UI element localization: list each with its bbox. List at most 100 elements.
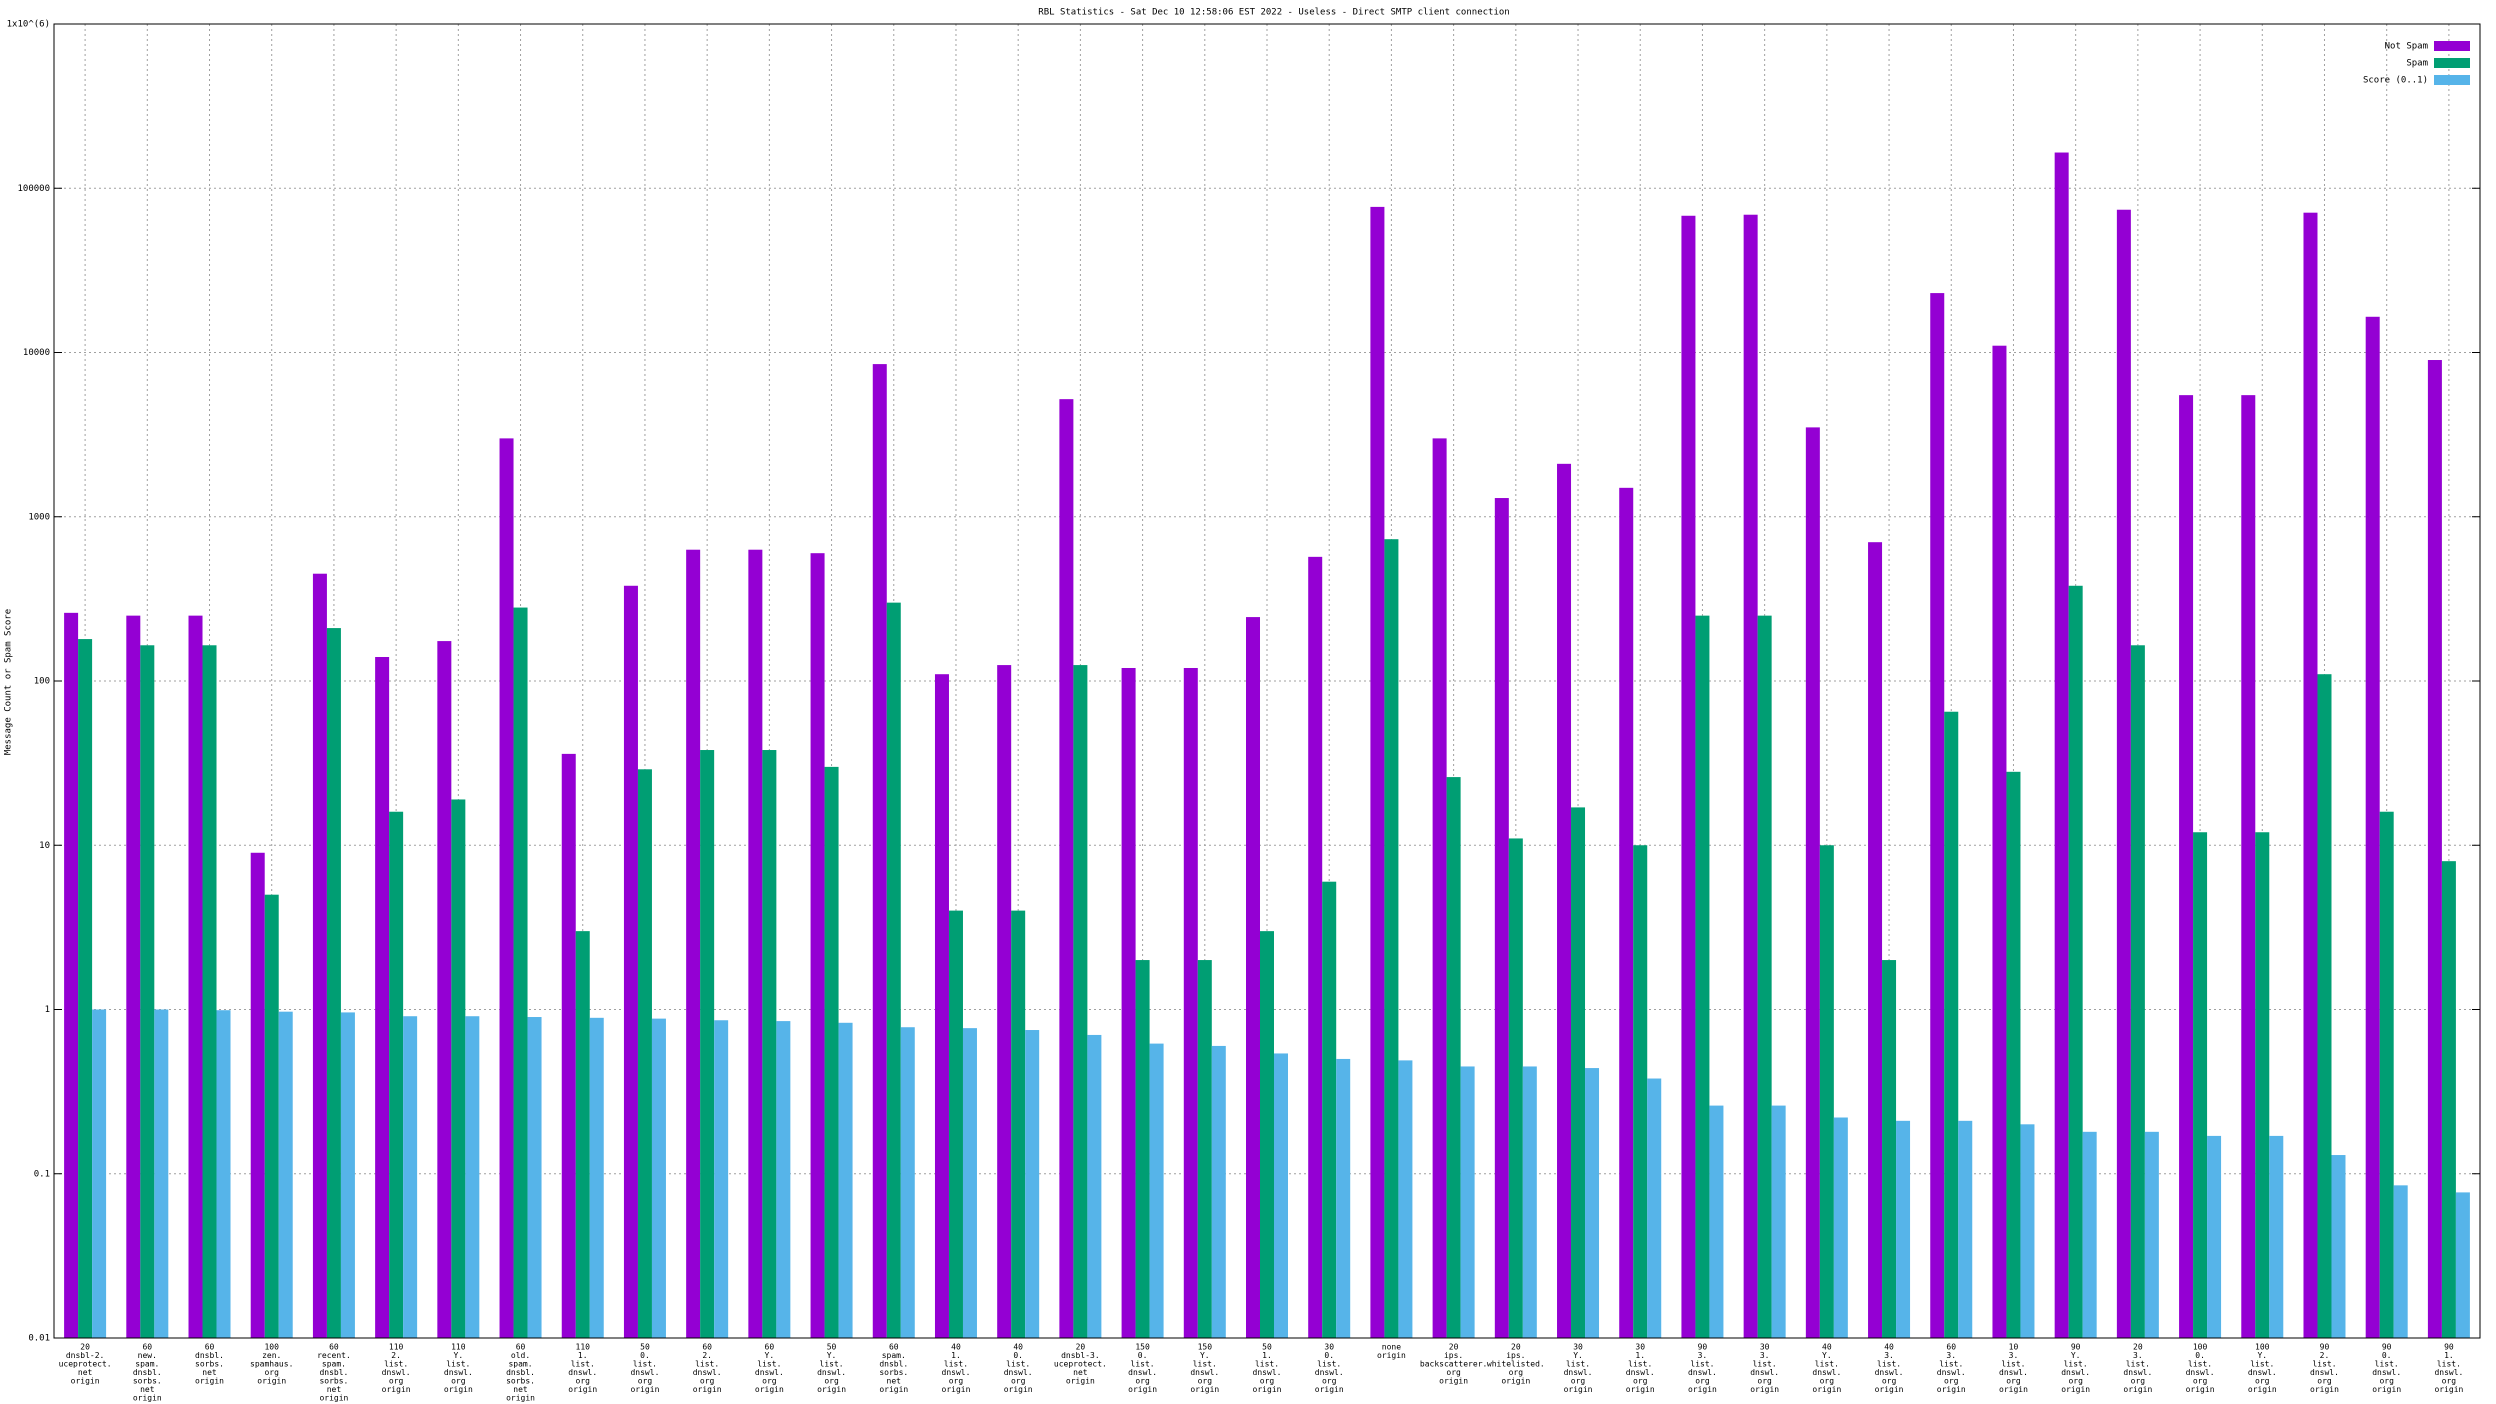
x-tick-label: 60: [205, 1343, 215, 1352]
x-tick-label: dnswl.: [2123, 1368, 2152, 1377]
x-tick-label: 110: [576, 1343, 591, 1352]
bar: [1322, 881, 1337, 1338]
bar: [1522, 1066, 1537, 1338]
bar: [202, 645, 217, 1338]
bar: [451, 799, 466, 1338]
x-tick-label: origin: [2434, 1385, 2463, 1394]
bar: [1336, 1058, 1351, 1338]
bar: [2241, 395, 2256, 1339]
x-tick-label: dnswl.: [1315, 1368, 1344, 1377]
bar: [1432, 438, 1447, 1339]
bar: [340, 1012, 355, 1338]
x-tick-label: org: [1198, 1377, 1213, 1386]
x-tick-label: list.: [1815, 1360, 1839, 1369]
bar: [140, 645, 155, 1338]
x-tick-label: dnswl.: [817, 1368, 846, 1377]
bar: [1619, 487, 1634, 1338]
x-tick-label: list.: [633, 1360, 657, 1369]
x-tick-label: uceprotect.: [59, 1360, 112, 1369]
x-tick-label: Y.: [2257, 1351, 2267, 1360]
x-tick-label: dnswl.: [755, 1368, 784, 1377]
bar: [623, 585, 638, 1338]
x-tick-label: 3.: [1884, 1351, 1894, 1360]
x-tick-label: origin: [382, 1385, 411, 1394]
x-tick-label: dnswl.: [2186, 1368, 2215, 1377]
x-tick-label: dnswl.: [444, 1368, 473, 1377]
bar: [2365, 316, 2380, 1338]
x-tick-label: origin: [506, 1394, 535, 1403]
bar: [499, 438, 514, 1339]
x-tick-label: Y.: [827, 1351, 837, 1360]
x-tick-label: origin: [1875, 1385, 1904, 1394]
bar: [1197, 960, 1212, 1338]
x-tick-label: 1.: [951, 1351, 961, 1360]
x-tick-label: 150: [1198, 1343, 1213, 1352]
x-tick-label: 60: [702, 1343, 712, 1352]
bar: [1585, 1068, 1600, 1338]
bar: [1370, 206, 1385, 1338]
bar: [575, 931, 590, 1338]
bar: [651, 1018, 666, 1338]
x-tick-label: dnsbl.: [879, 1360, 908, 1369]
x-tick-label: dnswl.: [2061, 1368, 2090, 1377]
x-tick-label: org: [1011, 1377, 1026, 1386]
x-tick-label: origin: [257, 1377, 286, 1386]
bar: [997, 665, 1012, 1338]
x-tick-label: list.: [1131, 1360, 1155, 1369]
bar: [2020, 1124, 2035, 1338]
x-tick-label: spam.: [508, 1360, 532, 1369]
x-tick-label: org: [949, 1377, 964, 1386]
x-tick-label: org: [1446, 1368, 1461, 1377]
bar: [748, 549, 763, 1338]
x-tick-label: dnswl.: [1875, 1368, 1904, 1377]
x-tick-label: org: [1944, 1377, 1959, 1386]
x-tick-label: list.: [944, 1360, 968, 1369]
x-tick-label: list.: [2437, 1360, 2461, 1369]
x-tick-label: sorbs.: [506, 1377, 535, 1386]
x-tick-label: org: [700, 1377, 715, 1386]
x-tick-label: 3.: [1946, 1351, 1956, 1360]
y-tick-label: 1000: [28, 512, 50, 522]
x-tick-label: org: [1260, 1377, 1275, 1386]
x-tick-label: whitelisted.: [1487, 1360, 1545, 1369]
bar: [2303, 212, 2318, 1339]
bar: [838, 1022, 853, 1338]
x-tick-label: org: [1820, 1377, 1835, 1386]
x-tick-label: list.: [2064, 1360, 2088, 1369]
bar: [776, 1021, 791, 1338]
x-tick-label: org: [1882, 1377, 1897, 1386]
x-tick-label: list.: [1628, 1360, 1652, 1369]
bar: [2269, 1135, 2284, 1338]
bar: [2068, 585, 2083, 1338]
x-tick-label: sorbs.: [879, 1368, 908, 1377]
x-tick-label: 40: [1013, 1343, 1023, 1352]
bar: [900, 1027, 915, 1338]
x-tick-label: dnswl.: [630, 1368, 659, 1377]
bar: [962, 1028, 977, 1338]
x-tick-label: list.: [2312, 1360, 2336, 1369]
bar: [1681, 215, 1696, 1339]
x-tick-label: origin: [879, 1385, 908, 1394]
y-tick-label: 10000: [23, 348, 50, 358]
x-tick-label: org: [264, 1368, 279, 1377]
x-tick-label: 0.: [1138, 1351, 1148, 1360]
x-tick-label: origin: [1812, 1385, 1841, 1394]
y-tick-label: 100000: [17, 184, 50, 194]
bar: [1011, 910, 1026, 1338]
x-tick-label: list.: [571, 1360, 595, 1369]
x-tick-label: 2.: [391, 1351, 401, 1360]
x-tick-label: list.: [2126, 1360, 2150, 1369]
y-tick-label: 100: [34, 677, 50, 687]
x-tick-label: origin: [1937, 1385, 1966, 1394]
x-tick-label: 90: [2320, 1343, 2330, 1352]
legend-swatch: [2434, 58, 2470, 68]
bar: [375, 656, 390, 1338]
bar: [1308, 556, 1323, 1338]
y-tick-label: 1x10^(6): [7, 20, 50, 30]
x-tick-label: dnswl.: [1564, 1368, 1593, 1377]
bar: [1446, 777, 1461, 1338]
bar: [1183, 667, 1198, 1338]
x-tick-label: origin: [2061, 1385, 2090, 1394]
x-tick-label: dnswl.: [1128, 1368, 1157, 1377]
y-tick-label: 0.01: [28, 1334, 50, 1344]
